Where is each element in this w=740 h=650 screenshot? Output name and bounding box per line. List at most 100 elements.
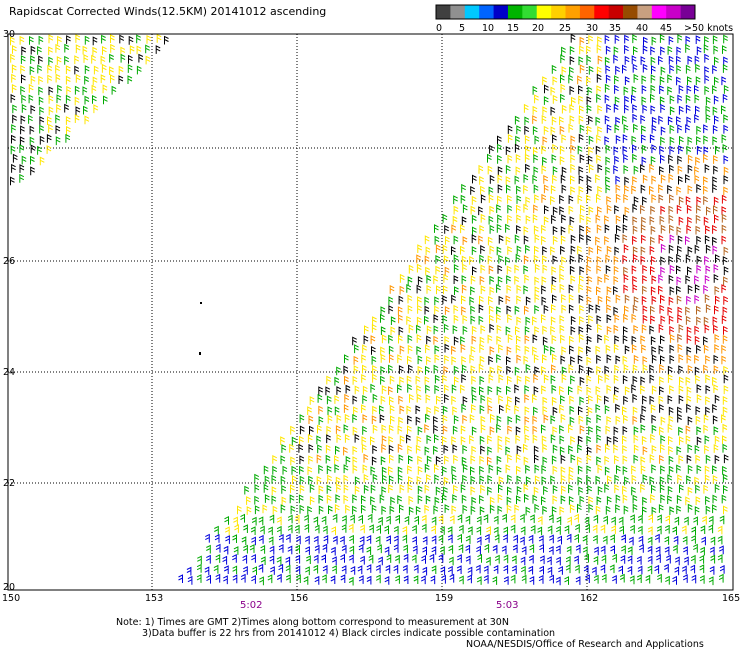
wind-barb (304, 535, 310, 545)
wind-barb (524, 135, 530, 144)
wind-barb (444, 354, 449, 364)
wind-barb (507, 453, 512, 463)
wind-barb (622, 406, 627, 415)
wind-barb (633, 434, 639, 444)
wind-barb (489, 426, 495, 436)
wind-barb (290, 456, 296, 466)
wind-barb (304, 514, 309, 524)
wind-barb (520, 565, 526, 575)
wind-barb (452, 425, 458, 435)
wind-barb (676, 265, 681, 274)
wind-barb (696, 46, 702, 56)
wind-barb (542, 76, 547, 85)
wind-barb (523, 285, 529, 295)
wind-barb (417, 426, 423, 436)
wind-barb (345, 455, 351, 465)
wind-barb (542, 255, 547, 264)
wind-barb (712, 136, 718, 145)
wind-barb (623, 284, 629, 294)
wind-barb (650, 205, 656, 215)
wind-barb (507, 333, 513, 343)
wind-barb (695, 105, 700, 115)
wind-barb (366, 575, 372, 585)
wind-barb (685, 376, 691, 386)
wind-barb (723, 124, 729, 134)
wind-barb (487, 255, 493, 265)
wind-barb (575, 523, 580, 533)
wind-barb (381, 443, 387, 453)
wind-barb (91, 84, 97, 94)
wind-barb (619, 573, 625, 583)
wind-barb (559, 435, 565, 445)
wind-barb (596, 365, 602, 375)
wind-barb (461, 295, 466, 304)
wind-barb (667, 423, 673, 433)
wind-barb (308, 455, 314, 465)
wind-barb (693, 543, 698, 553)
wind-barb (278, 543, 284, 553)
wind-barb (579, 224, 585, 234)
wind-barb (602, 535, 608, 545)
wind-barb (559, 194, 564, 204)
wind-barb (299, 465, 304, 475)
wind-barb (362, 344, 367, 354)
wind-barb (631, 465, 636, 475)
wind-barb (714, 305, 719, 315)
wind-barb (426, 455, 432, 465)
wind-barb (48, 56, 54, 66)
wind-barb (703, 364, 708, 374)
wind-barb (694, 84, 699, 94)
wind-barb (307, 433, 313, 443)
wind-barb (470, 505, 476, 515)
wind-barb (469, 414, 475, 423)
wind-barb (613, 265, 619, 275)
wind-barb (623, 313, 628, 323)
wind-barb (677, 333, 683, 343)
wind-barb (521, 574, 527, 584)
wind-barb (649, 395, 655, 405)
wind-barb (606, 314, 612, 323)
wind-barb (552, 426, 558, 436)
wind-barb (498, 374, 504, 383)
wind-barb (317, 424, 322, 434)
wind-barb (676, 55, 681, 65)
wind-barb (388, 345, 394, 355)
wind-barb (496, 415, 502, 425)
wind-barb (696, 436, 702, 446)
wind-barb (534, 263, 540, 273)
wind-barb (627, 565, 633, 575)
wind-barb (669, 95, 675, 104)
wind-barb (532, 214, 538, 223)
wind-barb (234, 524, 239, 533)
wind-barb (605, 254, 611, 264)
wind-barb (568, 205, 574, 215)
wind-barb (505, 404, 511, 413)
wind-barb (533, 254, 539, 264)
wind-barb (442, 405, 448, 415)
wind-barb (551, 304, 556, 313)
wind-barb (690, 564, 696, 574)
wind-barb (703, 424, 709, 434)
wind-barb (507, 214, 512, 224)
wind-barb (381, 424, 387, 434)
wind-barb (582, 535, 588, 544)
wind-barb (622, 115, 627, 125)
wind-barb (722, 45, 727, 54)
wind-barb (722, 473, 728, 483)
wind-barb (606, 325, 612, 335)
wind-barb (701, 536, 706, 546)
wind-barb (714, 454, 720, 464)
wind-barb (345, 384, 351, 394)
wind-barb (215, 554, 221, 563)
wind-barb (658, 55, 663, 65)
wind-barb (595, 304, 601, 314)
wind-barb (552, 465, 558, 475)
wind-barb (676, 76, 681, 86)
wind-barb (669, 164, 674, 174)
wind-barbs (10, 33, 729, 586)
wind-barb (379, 414, 385, 423)
wind-barb (650, 336, 656, 345)
wind-barb (550, 434, 556, 444)
wind-barb (660, 256, 666, 266)
wind-barb (613, 285, 618, 295)
